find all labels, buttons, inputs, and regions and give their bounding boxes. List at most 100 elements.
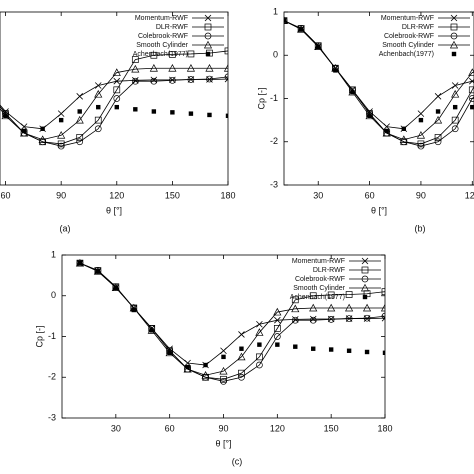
marker — [224, 73, 228, 81]
x-tick-label: 30 — [111, 423, 121, 433]
marker — [309, 315, 317, 323]
marker — [451, 51, 457, 57]
marker — [367, 113, 372, 118]
y-tick-label: -2 — [270, 136, 278, 146]
legend-label: DLR-RWF — [313, 267, 345, 274]
marker — [225, 113, 228, 118]
plot-area — [0, 47, 228, 150]
marker — [76, 134, 84, 141]
marker — [207, 112, 212, 118]
marker — [40, 126, 45, 131]
y-tick-label: 1 — [51, 249, 56, 259]
marker — [203, 40, 213, 49]
marker — [113, 285, 119, 290]
legend-label: DLR-RWF — [402, 24, 434, 31]
legend-label: Achenbach(1977) — [379, 51, 434, 58]
marker — [435, 109, 441, 114]
marker — [273, 325, 281, 332]
marker — [205, 63, 214, 72]
marker — [434, 138, 442, 146]
caption: (b) — [415, 223, 426, 233]
marker — [170, 110, 175, 115]
x-tick-label: 90 — [56, 190, 66, 200]
x-tick-label: 150 — [165, 190, 180, 200]
marker — [417, 110, 425, 117]
legend-label: Achenbach(1977) — [290, 294, 345, 301]
marker — [362, 303, 372, 312]
marker — [114, 104, 119, 110]
marker — [150, 76, 158, 84]
y-tick-label: -3 — [48, 412, 56, 422]
x-axis-label: θ [°] — [106, 205, 122, 215]
marker — [450, 14, 458, 22]
marker — [185, 364, 190, 370]
series-line — [284, 20, 474, 147]
marker — [284, 18, 287, 23]
marker — [94, 125, 102, 133]
series-line — [284, 20, 474, 130]
marker — [327, 316, 335, 323]
marker — [187, 50, 195, 58]
marker — [150, 51, 158, 59]
marker — [469, 77, 474, 85]
marker — [150, 77, 158, 85]
series-line — [284, 20, 474, 141]
marker — [94, 82, 102, 89]
y-tick-label: 1 — [273, 6, 278, 16]
marker — [383, 123, 390, 130]
marker — [346, 348, 352, 353]
marker — [238, 369, 245, 377]
legend-label: DLR-RWF — [156, 24, 188, 31]
marker — [113, 95, 121, 102]
marker — [203, 362, 208, 368]
y-tick-label: -3 — [270, 179, 278, 189]
marker — [223, 63, 228, 72]
marker — [131, 307, 136, 313]
series-line — [0, 67, 228, 141]
x-tick-label: 60 — [165, 423, 175, 433]
x-tick-label: 60 — [365, 190, 375, 200]
marker — [275, 342, 280, 347]
marker — [434, 134, 442, 141]
plot-area — [284, 16, 474, 150]
marker — [113, 77, 121, 85]
marker — [291, 316, 299, 324]
marker — [273, 307, 282, 316]
marker — [364, 349, 370, 355]
marker — [239, 346, 244, 351]
marker — [381, 312, 385, 320]
y-tick-label: -1 — [270, 93, 278, 103]
marker — [401, 126, 407, 131]
marker — [449, 40, 459, 49]
marker — [220, 377, 227, 385]
marker — [360, 283, 370, 292]
marker — [204, 23, 212, 31]
marker — [327, 303, 336, 312]
x-tick-label: 90 — [218, 423, 228, 433]
legend-label: Colebrook-RWF — [138, 33, 188, 40]
marker — [57, 140, 65, 148]
marker — [58, 117, 64, 123]
marker — [316, 44, 321, 49]
marker — [311, 346, 316, 351]
marker — [256, 353, 263, 361]
marker — [187, 76, 195, 83]
marker — [309, 316, 317, 324]
marker — [167, 350, 172, 355]
x-tick-label: 120 — [270, 423, 285, 433]
marker — [345, 291, 353, 298]
plot-frame — [283, 11, 474, 186]
marker — [205, 51, 211, 57]
marker — [345, 303, 354, 312]
marker — [169, 76, 176, 84]
marker — [327, 291, 335, 299]
marker — [112, 68, 121, 76]
marker — [77, 260, 83, 266]
marker — [238, 331, 245, 338]
marker — [113, 86, 121, 94]
marker — [188, 111, 194, 116]
x-tick-label: 120 — [109, 190, 124, 200]
marker — [273, 333, 281, 340]
marker — [237, 352, 246, 361]
panel: 30 60 90 120 150 180 1 0 -1 -2 -3 θ [°] Cp [-] (c) Mom… — [34, 249, 392, 466]
